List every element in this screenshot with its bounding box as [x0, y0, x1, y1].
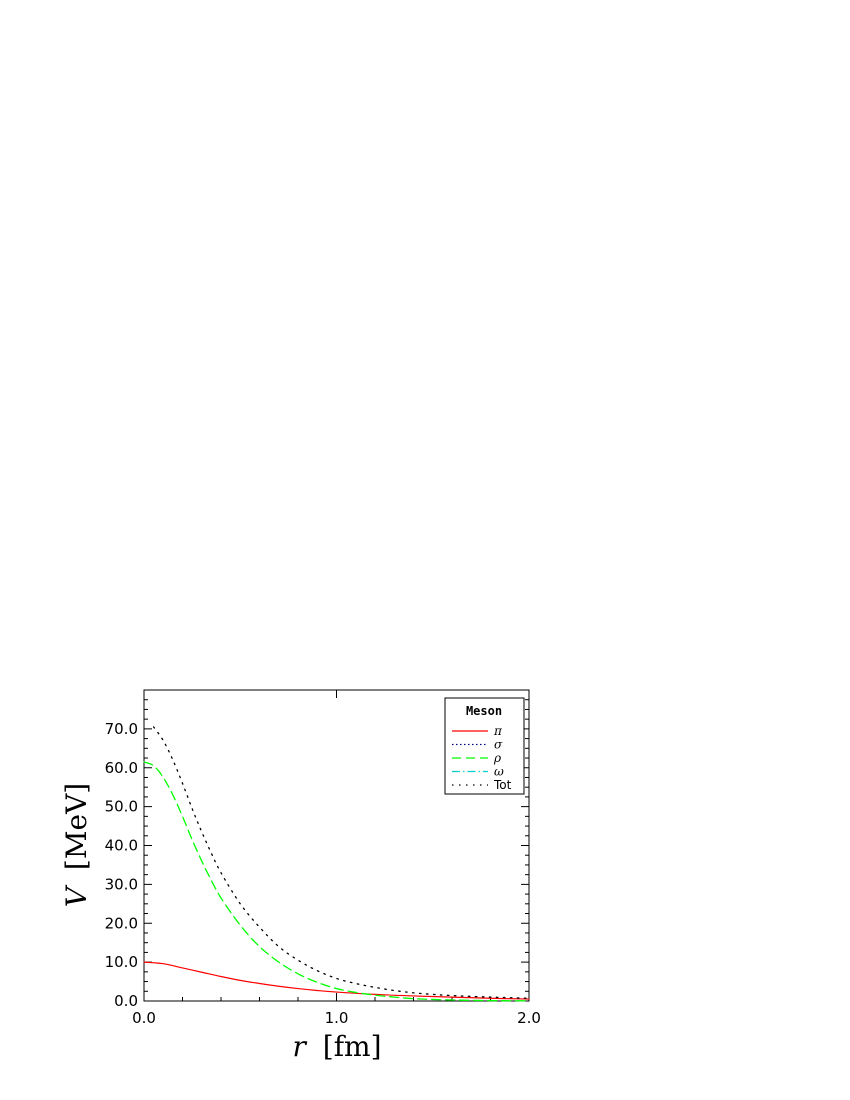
- x-axis-unit: [fm]: [323, 1030, 382, 1063]
- legend-label-rho: ρ: [493, 751, 501, 765]
- y-axis-unit: [MeV]: [60, 783, 93, 870]
- y-tick-label: 40.0: [105, 837, 138, 855]
- x-tick-label: 2.0: [517, 1009, 541, 1027]
- x-axis-variable: r: [292, 1030, 307, 1063]
- series-total-line: [152, 726, 530, 999]
- series-layer: [143, 726, 530, 1002]
- y-tick-label: 20.0: [105, 914, 138, 932]
- y-tick-label: 60.0: [105, 759, 138, 777]
- y-tick-label: 30.0: [105, 875, 138, 893]
- series-pi-line: [143, 961, 530, 1000]
- legend-label-total: Tot: [493, 778, 512, 792]
- x-axis-ticks: 0.0 1.0 2.0: [132, 690, 541, 1027]
- y-tick-label: 50.0: [105, 798, 138, 816]
- legend-box: [444, 697, 525, 795]
- y-axis-ticks: 0.0 10.0 20.0 30.0 40.0 50.0 60.0 70.0: [105, 699, 529, 1010]
- y-axis-variable: V: [60, 884, 93, 907]
- legend-label-pi: π: [493, 724, 503, 738]
- legend-label-sigma: σ: [494, 738, 503, 752]
- x-tick-label: 0.0: [132, 1009, 156, 1027]
- x-axis-title: r [fm]: [292, 1030, 381, 1063]
- series-rho-line: [143, 761, 530, 1002]
- y-tick-label: 0.0: [114, 992, 138, 1010]
- y-axis-title: V [MeV]: [60, 783, 93, 907]
- y-tick-label: 70.0: [105, 720, 138, 738]
- legend-title: Meson: [466, 704, 502, 718]
- legend-label-omega: ω: [494, 765, 504, 779]
- y-tick-label: 10.0: [105, 953, 138, 971]
- x-tick-label: 1.0: [325, 1009, 349, 1027]
